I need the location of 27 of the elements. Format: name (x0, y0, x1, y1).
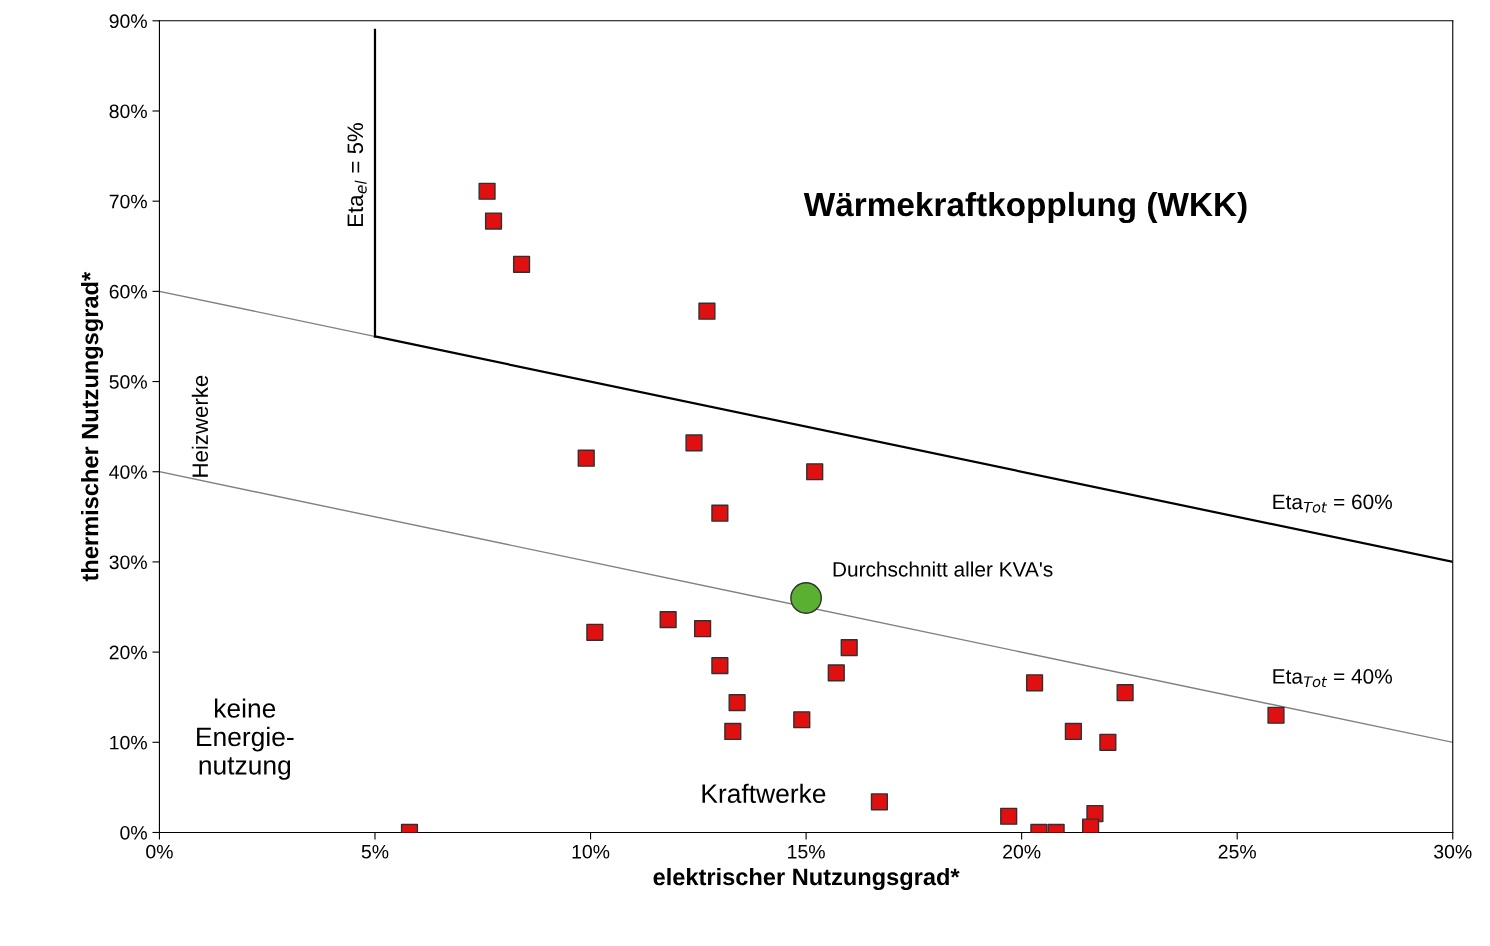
x-tick-label: 10% (572, 844, 610, 859)
x-tick-label: 15% (788, 844, 825, 859)
y-tick-label: 50% (109, 375, 147, 389)
y-tick-label: 70% (109, 194, 147, 209)
x-tick-label: 25% (1218, 844, 1256, 859)
x-tick-label: 30% (1434, 844, 1472, 859)
annotation: keine Energie- nutzung (197, 698, 294, 780)
x-tick-label: 20% (1003, 844, 1041, 859)
x-tick-label: 0% (146, 844, 173, 859)
y-tick-label: 20% (109, 645, 147, 660)
y-tick-label: 90% (109, 14, 147, 29)
annotation: Wärmekraftkopplung (WKK) (803, 191, 1247, 224)
y-tick-label: 10% (110, 735, 147, 750)
annotation: Kraftwerke (702, 783, 826, 804)
y-axis-title: thermischer Nutzungsgrad* (81, 271, 104, 582)
x-tick-label: 5% (361, 844, 389, 859)
annotation: Heizwerke (191, 375, 209, 477)
x-axis-title: elektrischer Nutzungsgrad* (653, 867, 960, 891)
y-tick-label: 80% (109, 104, 147, 119)
y-tick-label: 40% (109, 465, 147, 479)
y-tick-label: 30% (109, 555, 147, 570)
annotation: Durchschnitt aller KVA's (833, 561, 1053, 577)
y-tick-label: 60% (109, 284, 147, 299)
annotation: Eta$_{el}$ = 5% (347, 123, 367, 226)
y-tick-label: 0% (120, 825, 147, 840)
annotation: Eta$_{Tot}$ = 40% (1273, 669, 1392, 688)
annotation: Eta$_{Tot}$ = 60% (1273, 494, 1392, 513)
